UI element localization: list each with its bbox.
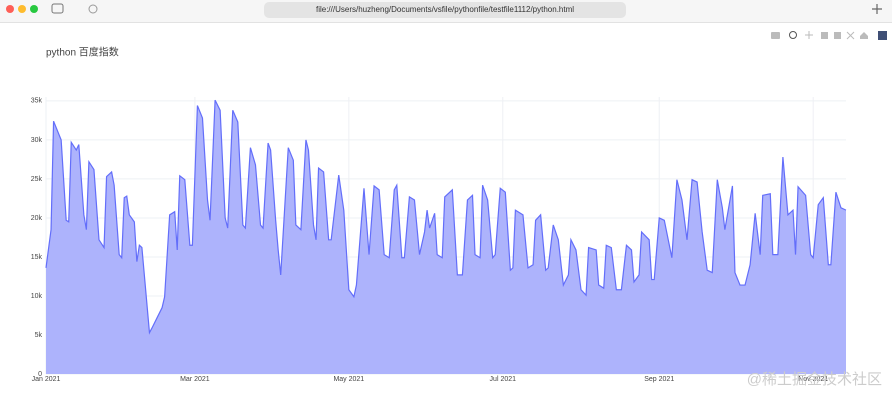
camera-icon[interactable]	[771, 32, 780, 39]
close-button[interactable]	[6, 5, 14, 13]
x-tick-label: Sep 2021	[644, 376, 674, 383]
y-tick-label: 20k	[31, 215, 43, 222]
zoom-button[interactable]	[30, 5, 38, 13]
y-tick-label: 5k	[35, 332, 43, 339]
pan-icon[interactable]	[805, 31, 813, 39]
zoom-in-icon[interactable]	[821, 32, 828, 39]
y-tick-label: 35k	[31, 98, 43, 105]
y-tick-label: 30k	[31, 137, 43, 144]
x-tick-label: Jul 2021	[490, 376, 517, 383]
x-tick-label: May 2021	[333, 376, 364, 383]
zoom-out-icon[interactable]	[834, 32, 841, 39]
window-controls	[6, 3, 98, 14]
address-bar[interactable]: file:///Users/huzheng/Documents/vsfile/p…	[264, 2, 626, 18]
x-tick-label: Nov 2021	[798, 376, 828, 383]
autoscale-icon[interactable]	[846, 31, 855, 40]
plotly-logo[interactable]	[878, 31, 887, 40]
y-tick-label: 0	[38, 371, 42, 378]
watermark: @稀土掘金技术社区	[747, 371, 882, 388]
area-line	[45, 99, 847, 335]
x-tick-label: Jan 2021	[32, 376, 61, 383]
x-tick-label: Mar 2021	[180, 376, 210, 383]
y-tick-label: 10k	[31, 293, 43, 300]
new-tab[interactable]	[862, 0, 892, 22]
sidebar-button[interactable]	[51, 3, 64, 14]
minimize-button[interactable]	[18, 5, 26, 13]
chart-title: python 百度指数	[46, 46, 119, 59]
privacy-icon	[88, 4, 98, 14]
reset-icon[interactable]	[860, 32, 868, 39]
modebar	[771, 31, 887, 40]
y-tick-label: 15k	[31, 254, 43, 261]
area-fill	[46, 100, 846, 374]
y-tick-label: 25k	[31, 176, 43, 183]
browser-toolbar: file:///Users/huzheng/Documents/vsfile/p…	[0, 0, 892, 23]
zoom-icon[interactable]	[789, 31, 797, 39]
